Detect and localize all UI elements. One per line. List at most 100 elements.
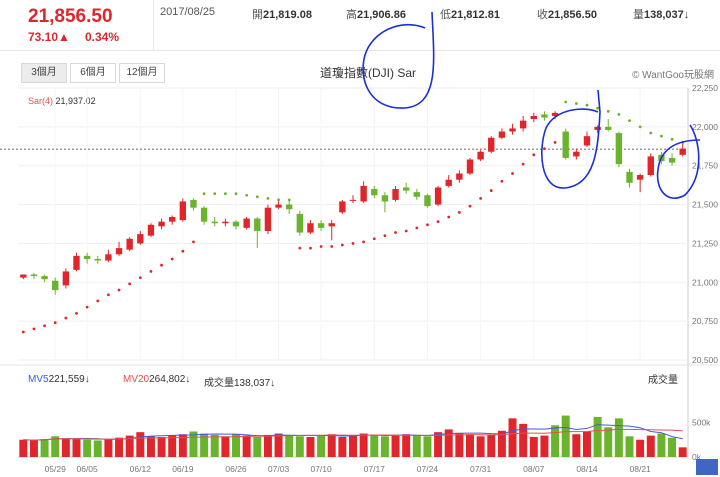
candle-body (254, 218, 261, 231)
sar-dot (117, 288, 121, 292)
volume-bar (370, 434, 379, 457)
price-change-pct: 0.34% (85, 30, 120, 44)
sar-dot (309, 246, 312, 250)
volume-tick-label: 0k (692, 452, 702, 462)
volume-bar (189, 431, 198, 457)
price-tick-label: 21,000 (692, 277, 718, 287)
volume-bar (349, 435, 357, 457)
tab-6-months[interactable]: 6個月 (70, 63, 116, 83)
sar-dot (372, 237, 376, 241)
candle-body (62, 271, 70, 286)
price-tick-label: 22,250 (692, 83, 718, 93)
date-tick-label: 05/29 (45, 464, 67, 474)
sar-dot (21, 330, 25, 334)
sar-dot (596, 106, 600, 110)
volume-bar (668, 437, 677, 457)
sar-dot (181, 249, 185, 253)
quote-high: 高21,906.86 (346, 9, 406, 21)
chart-title: 道瓊指數(DJI) Sar (320, 66, 417, 80)
price-tick-label: 22,000 (692, 122, 718, 132)
sar-legend-key: Sar(4) (28, 96, 54, 106)
candle-body (445, 179, 452, 186)
sar-dot (543, 147, 546, 151)
volume-bar (51, 436, 60, 457)
sar-dot (564, 100, 568, 104)
volume-bar (582, 431, 591, 457)
mail-icon[interactable] (696, 459, 718, 475)
candle-body (222, 221, 229, 224)
candle-body (41, 276, 48, 280)
candle-body (413, 192, 420, 197)
volume-legend: 成交量138,037↓ (204, 378, 276, 389)
volume-bar (593, 416, 602, 457)
sar-dot (628, 119, 631, 123)
mv20-legend: MV20264,802↓ (123, 374, 191, 385)
sar-dot (500, 179, 504, 183)
candle-body (339, 201, 346, 213)
sar-dot (277, 198, 280, 202)
date-tick-label: 06/26 (225, 464, 247, 474)
candle-body (488, 137, 495, 152)
price-box: 21,856.50 73.10▲ 0.34% (0, 0, 154, 50)
sar-dot (426, 223, 429, 227)
quote-close: 收21,856.50 (537, 9, 597, 21)
sar-dot (245, 193, 249, 197)
last-price: 21,856.50 (28, 6, 113, 27)
sar-dot (202, 192, 206, 196)
sar-dot (394, 231, 397, 234)
volume-bar (402, 434, 411, 457)
date-tick-label: 06/05 (76, 464, 98, 474)
sar-dot (660, 134, 663, 138)
sar-dot (585, 103, 589, 107)
volume-bar (519, 423, 528, 457)
candle-body (30, 274, 38, 277)
candle-body (211, 221, 218, 224)
sar-dot (447, 215, 451, 219)
volume-bar (104, 439, 113, 457)
volume-bar (625, 436, 634, 457)
volume-tick-label: 500k (692, 418, 711, 428)
tab-3-months[interactable]: 3個月 (21, 63, 67, 83)
candle-body (498, 131, 506, 138)
sar-dot (521, 162, 525, 166)
sar-dot (330, 245, 334, 248)
sar-dot (319, 245, 323, 248)
annotation-circle-last (656, 124, 701, 199)
volume-bar (274, 433, 283, 457)
sar-dot (298, 246, 302, 250)
candle-body (615, 133, 623, 165)
volume-bar (242, 435, 251, 457)
candle-body (158, 221, 165, 227)
candle-body (647, 156, 654, 176)
candle-body (371, 189, 378, 196)
sar-dot (532, 153, 536, 157)
volume-bar (455, 433, 464, 457)
sar-dot (64, 316, 68, 320)
candle-body (668, 157, 676, 163)
quote-volume: 量138,037↓ (633, 9, 690, 21)
sar-dot (85, 305, 89, 309)
volume-bar (295, 436, 304, 457)
sar-dot (457, 210, 461, 214)
candle-body (424, 195, 431, 207)
volume-bar (306, 436, 315, 457)
candle-body (626, 171, 633, 183)
sar-legend: Sar(4) 21,937.02 (28, 96, 96, 106)
volume-bar (604, 427, 613, 457)
sar-dot (340, 243, 344, 247)
volume-bar (338, 436, 347, 457)
price-tick-label: 21,500 (692, 200, 718, 210)
sar-dot (213, 192, 217, 196)
sar-dot (255, 195, 259, 199)
volume-bar (93, 440, 102, 457)
sar-dot (138, 276, 142, 280)
sar-dot (287, 198, 291, 202)
tab-12-months[interactable]: 12個月 (119, 63, 165, 83)
volume-bar (444, 429, 453, 457)
sar-dot (266, 196, 270, 200)
date-tick-label: 07/10 (310, 464, 332, 474)
sar-dot (32, 327, 36, 331)
volume-bar (327, 434, 336, 457)
sar-dot (670, 137, 674, 141)
